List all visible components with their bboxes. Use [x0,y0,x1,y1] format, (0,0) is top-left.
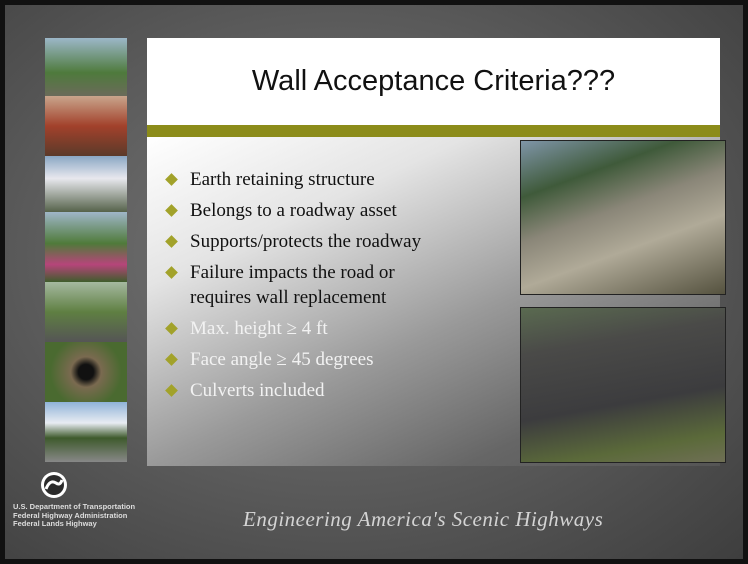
bullet-text: Failure impacts the road or requires wal… [190,262,395,308]
bullet-marker [165,173,178,186]
photo-strip [45,342,127,402]
bullet: Max. height ≥ 4 ft [165,316,435,341]
agency-line: Federal Lands Highway [13,519,97,528]
bullet-marker [165,235,178,248]
bullet-list: Earth retaining structure Belongs to a ro… [165,167,435,409]
bullet: Supports/protects the roadway [165,229,435,254]
bullet-text: Belongs to a roadway asset [190,200,397,221]
agency-block: U.S. Department of Transportation Federal… [13,502,136,529]
slide: Wall Acceptance Criteria??? Earth retain… [5,5,743,559]
agency-line: U.S. Department of Transportation [13,502,136,511]
photo-strip [45,38,127,96]
title-box: Wall Acceptance Criteria??? [147,38,720,125]
photo [520,307,726,463]
photo-strip [45,282,127,342]
bullet: Failure impacts the road or requires wal… [165,260,435,310]
title-underline [147,125,720,137]
tagline: Engineering America's Scenic Highways [243,507,604,531]
bullet: Earth retaining structure [165,167,435,192]
bullet: Culverts included [165,378,435,403]
photo-strip [45,212,127,282]
photo-strip [45,96,127,156]
bullet-text: Max. height ≥ 4 ft [190,318,328,339]
dot-logo [41,472,67,498]
bullet-marker [165,384,178,397]
bullet-marker [165,266,178,279]
bullet-marker [165,322,178,335]
photo [520,140,726,295]
bullet: Face angle ≥ 45 degrees [165,347,435,372]
slide-title: Wall Acceptance Criteria??? [251,65,616,97]
bullet-marker [165,353,178,366]
bullet-text: Face angle ≥ 45 degrees [190,349,374,370]
bullet-text: Supports/protects the roadway [190,231,422,252]
photo-strip [45,402,127,462]
bullet-text: Culverts included [190,380,325,401]
photo-strip [45,156,127,212]
bullet-marker [165,204,178,217]
agency-line: Federal Highway Administration [13,510,128,520]
bullet: Belongs to a roadway asset [165,198,435,223]
content-panel: Earth retaining structure Belongs to a ro… [147,137,726,466]
bullet-text: Earth retaining structure [190,169,375,190]
